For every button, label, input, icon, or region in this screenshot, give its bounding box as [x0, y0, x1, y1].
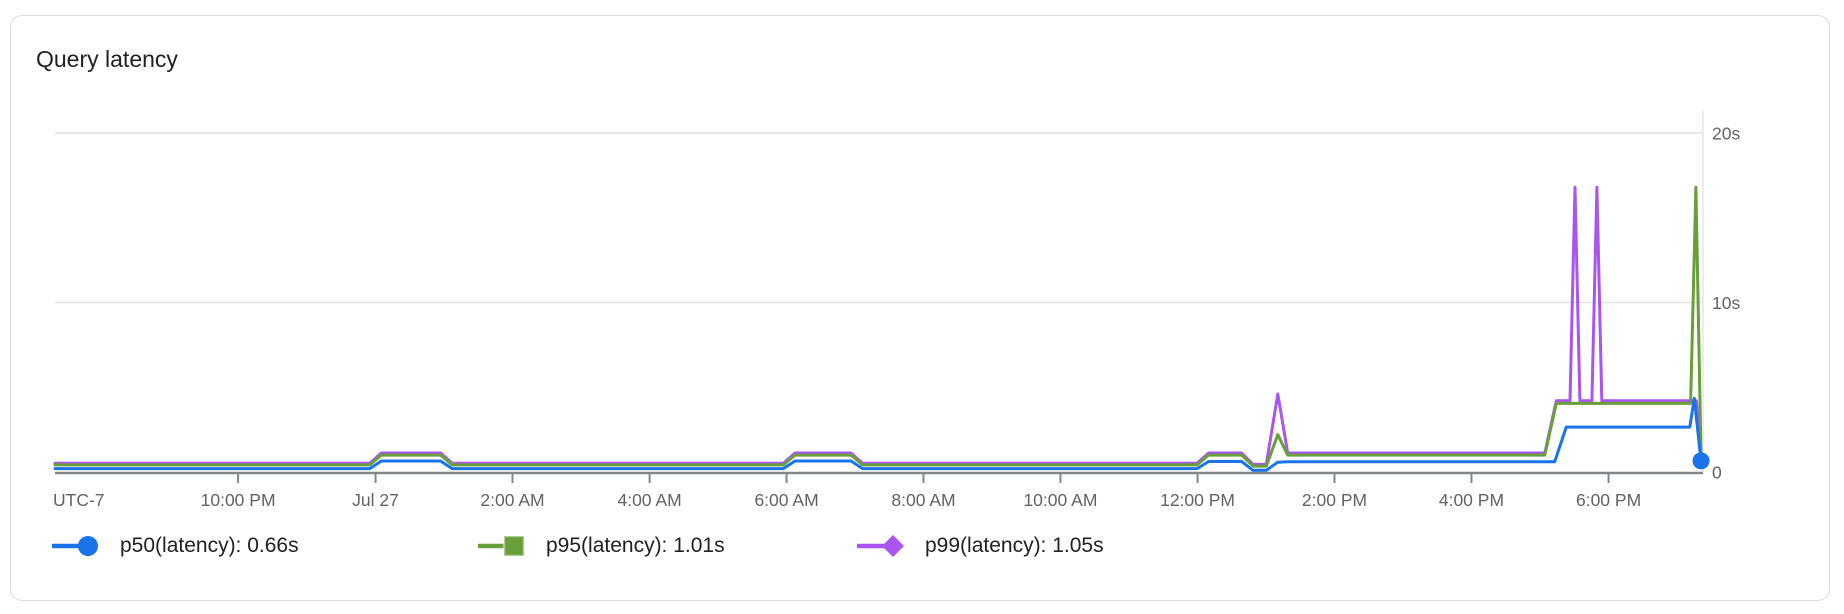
timezone-label: UTC-7	[53, 490, 105, 510]
y-tick-label-10s: 10s	[1712, 293, 1740, 313]
y-tick-label-0: 0	[1712, 463, 1722, 483]
p95-square-marker-icon	[478, 534, 526, 558]
legend-item-p50[interactable]: p50(latency): 0.66s	[52, 529, 299, 563]
legend-label-p99: p99(latency): 1.05s	[925, 534, 1104, 557]
y-tick-label-20s: 20s	[1712, 124, 1740, 144]
p99-line	[53, 185, 1703, 466]
p50-current-value-dot	[1692, 452, 1710, 470]
x-tick-label-10-00-am: 10:00 AM	[1023, 490, 1097, 510]
x-tick-label-jul-27: Jul 27	[352, 490, 399, 510]
x-tick-label-4-00-pm: 4:00 PM	[1439, 490, 1504, 510]
p99-marker-shape	[882, 535, 904, 557]
x-tick-label-10-00-pm: 10:00 PM	[201, 490, 276, 510]
chart-title: Query latency	[36, 46, 178, 72]
legend-item-p95[interactable]: p95(latency): 1.01s	[478, 529, 725, 563]
x-tick-label-12-00-pm: 12:00 PM	[1160, 490, 1235, 510]
query-latency-card	[10, 15, 1830, 601]
p50-line	[53, 396, 1703, 472]
p99-diamond-marker-icon	[857, 535, 904, 557]
legend-label-p95: p95(latency): 1.01s	[546, 534, 725, 557]
p50-circle-marker-icon	[52, 536, 98, 556]
legend-item-p99[interactable]: p99(latency): 1.05s	[857, 529, 1104, 563]
x-tick-label-2-00-am: 2:00 AM	[480, 490, 544, 510]
x-tick-label-6-00-am: 6:00 AM	[754, 490, 818, 510]
legend-label-p50: p50(latency): 0.66s	[120, 534, 299, 557]
x-tick-label-6-00-pm: 6:00 PM	[1576, 490, 1641, 510]
p95-marker-shape	[502, 534, 526, 558]
p50-marker-shape	[78, 536, 98, 556]
x-tick-label-8-00-am: 8:00 AM	[891, 490, 955, 510]
p95-line	[53, 185, 1705, 468]
x-tick-label-2-00-pm: 2:00 PM	[1302, 490, 1367, 510]
x-tick-label-4-00-am: 4:00 AM	[617, 490, 681, 510]
